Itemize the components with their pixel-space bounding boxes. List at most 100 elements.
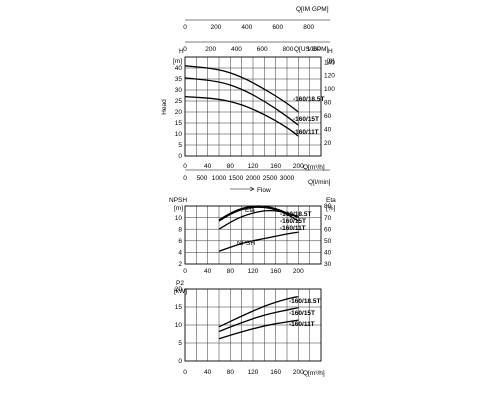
top-2-tick: 200 [205,46,216,53]
y-axis-label-head: Head [161,99,168,115]
x-tick: 120 [248,268,259,275]
flow-label: Flow [257,187,271,194]
head-tick-labels: 0 5 10 15 20 25 30 35 40 20 40 60 80 100 120 140 0 40 80 12… [175,24,335,182]
head-grid [185,57,321,156]
power-series-label: -160/18.5T [289,298,320,305]
top-axis-2-label: Q[US GPM] [294,46,329,53]
top-2-tick: 800 [283,46,294,53]
head-series-label: -160/15T [293,116,319,123]
npsh-curve-label: NPSH [237,240,255,247]
top-2-tick: 400 [231,46,242,53]
npsh-eta-curves: -160/18.5T-160/15T-160/11T [218,205,311,252]
eta-tick: 80 [324,203,332,210]
y-tick-right: 140 [324,59,335,66]
x2-tick: 3000 [280,175,295,182]
power-x-unit: Q[m³/h] [303,370,325,377]
x-tick: 200 [293,163,304,170]
power-curve-3 [218,319,299,340]
x-tick: 0 [183,369,187,376]
y-tick-left: 15 [175,120,183,127]
x-tick: 40 [204,163,212,170]
head-curve-3 [184,95,299,137]
x-tick: 120 [248,369,259,376]
npsh-tick: 6 [178,238,182,245]
npsh-unit: NPSH [169,197,187,204]
y-tick-right: 40 [324,126,332,133]
power-grid [185,289,321,361]
power-tick: 5 [178,340,182,347]
head-chart: -160/18.5T -160/15T -160/11T 0 5 10 15 20 25 30 3… [161,6,335,194]
y-tick-right: 80 [324,100,332,107]
head-series-label: -160/18.5T [293,96,324,103]
eta-tick: 60 [324,226,332,233]
eta-unit: Eta [326,197,336,204]
top-1-tick: 400 [241,24,252,31]
power-tick: 10 [175,322,183,329]
x2-tick: 1000 [212,175,227,182]
x-tick: 160 [270,369,281,376]
top-axis-1-label: Q[IM GPM] [296,6,329,13]
head-curve-1 [184,65,299,113]
y-tick-left: 30 [175,87,183,94]
top-2-tick: 0 [183,46,187,53]
x-tick: 0 [183,163,187,170]
x-tick: 80 [227,163,235,170]
x2-tick: 0 [183,175,187,182]
power-frame [184,288,322,362]
eta-tick: 50 [324,238,332,245]
power-series-label: -160/11T [289,321,315,328]
y-tick-left: 25 [175,98,183,105]
x-unit-label: Q[m³/h] [303,164,325,171]
y-tick-left: 5 [178,142,182,149]
x-tick: 80 [227,369,235,376]
top-2-tick: 1000 [306,46,321,53]
npsh-eta-chart: -160/18.5T-160/15T-160/11T 2 4 6 8 10 30 40 50 6… [169,197,336,275]
power-tick: 0 [178,358,182,365]
y-tick-right: 20 [324,140,332,147]
eta-series-label: -160/15T [280,218,306,225]
npsh-curve [218,231,299,252]
eta-unit-sub: [%] [326,205,336,212]
x2-tick: 2500 [263,175,278,182]
x2-unit-label: Q[l/min] [308,179,331,186]
power-series-label: -160/15T [289,310,315,317]
y-unit-left-sub: [m] [173,58,182,65]
y-tick-left: 10 [175,131,183,138]
npsh-eta-tick-labels: 2 4 6 8 10 30 40 50 60 70 80 0 40 80 120 160 200 [175,203,332,275]
y-tick-left: 0 [178,153,182,160]
eta-tick: 70 [324,215,332,222]
y-tick-right: 100 [324,86,335,93]
x-tick: 40 [204,268,212,275]
x-tick: 40 [204,369,212,376]
npsh-tick: 4 [178,250,182,257]
head-series-label: -160/11T [293,129,319,136]
top-1-tick: 200 [210,24,221,31]
top-2-tick: 600 [257,46,268,53]
x2-tick: 1500 [229,175,244,182]
npsh-tick: 2 [178,261,182,268]
flow-arrow-icon [230,186,255,192]
power-tick: 20 [175,286,183,293]
head-frame [184,56,322,157]
eta-tick: 30 [324,261,332,268]
npsh-tick: 8 [178,226,182,233]
x-tick: 160 [270,163,281,170]
top-1-tick: 800 [303,24,314,31]
y-unit-right-sub: [ft] [327,58,334,65]
power-curve-1 [218,295,299,328]
npsh-unit-sub: [m] [174,205,183,212]
top-1-tick: 0 [183,24,187,31]
eta-series-label: -160/18.5T [280,211,311,218]
y-unit-right: H [328,48,333,55]
x-tick: 200 [293,369,304,376]
y-tick-left: 40 [175,65,183,72]
x-tick: 120 [248,163,259,170]
power-unit-sub: [kW] [174,288,187,295]
y-unit-left: H [179,48,184,55]
eta-tick: 40 [324,250,332,257]
eta-series-label: -160/11T [280,225,306,232]
x-tick: 200 [293,268,304,275]
